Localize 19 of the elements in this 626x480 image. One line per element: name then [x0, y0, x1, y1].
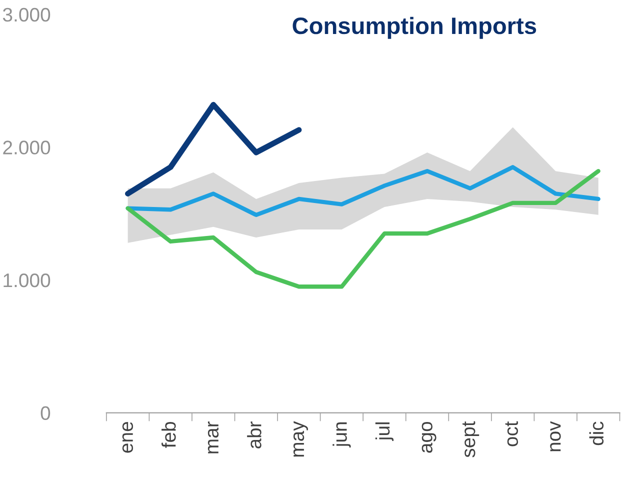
x-tick-label: sept: [462, 421, 480, 458]
x-tick-label: mar: [208, 421, 219, 454]
x-tick-label: jul: [375, 422, 394, 442]
x-tick-label: feb: [162, 422, 176, 448]
y-tick-label: 0: [40, 406, 50, 420]
x-tick-label: nov: [550, 421, 561, 452]
x-tick-label: may: [293, 421, 308, 457]
x-tick-label: abr: [247, 421, 262, 448]
y-tick-label: 2.000: [3, 140, 50, 154]
x-tick-label: oct: [505, 421, 518, 446]
x-tick-label: jun: [332, 422, 351, 448]
x-tick-label: ago: [422, 422, 436, 453]
line-series: [126, 169, 600, 289]
x-tick-label: ene: [122, 422, 134, 453]
y-tick-label: 3.000: [2, 8, 50, 22]
x-tick-label: dic: [589, 422, 604, 446]
chart-title: Consumption Imports: [292, 16, 536, 39]
y-tick-label: 1.000: [4, 273, 50, 288]
line-series: [126, 165, 600, 218]
